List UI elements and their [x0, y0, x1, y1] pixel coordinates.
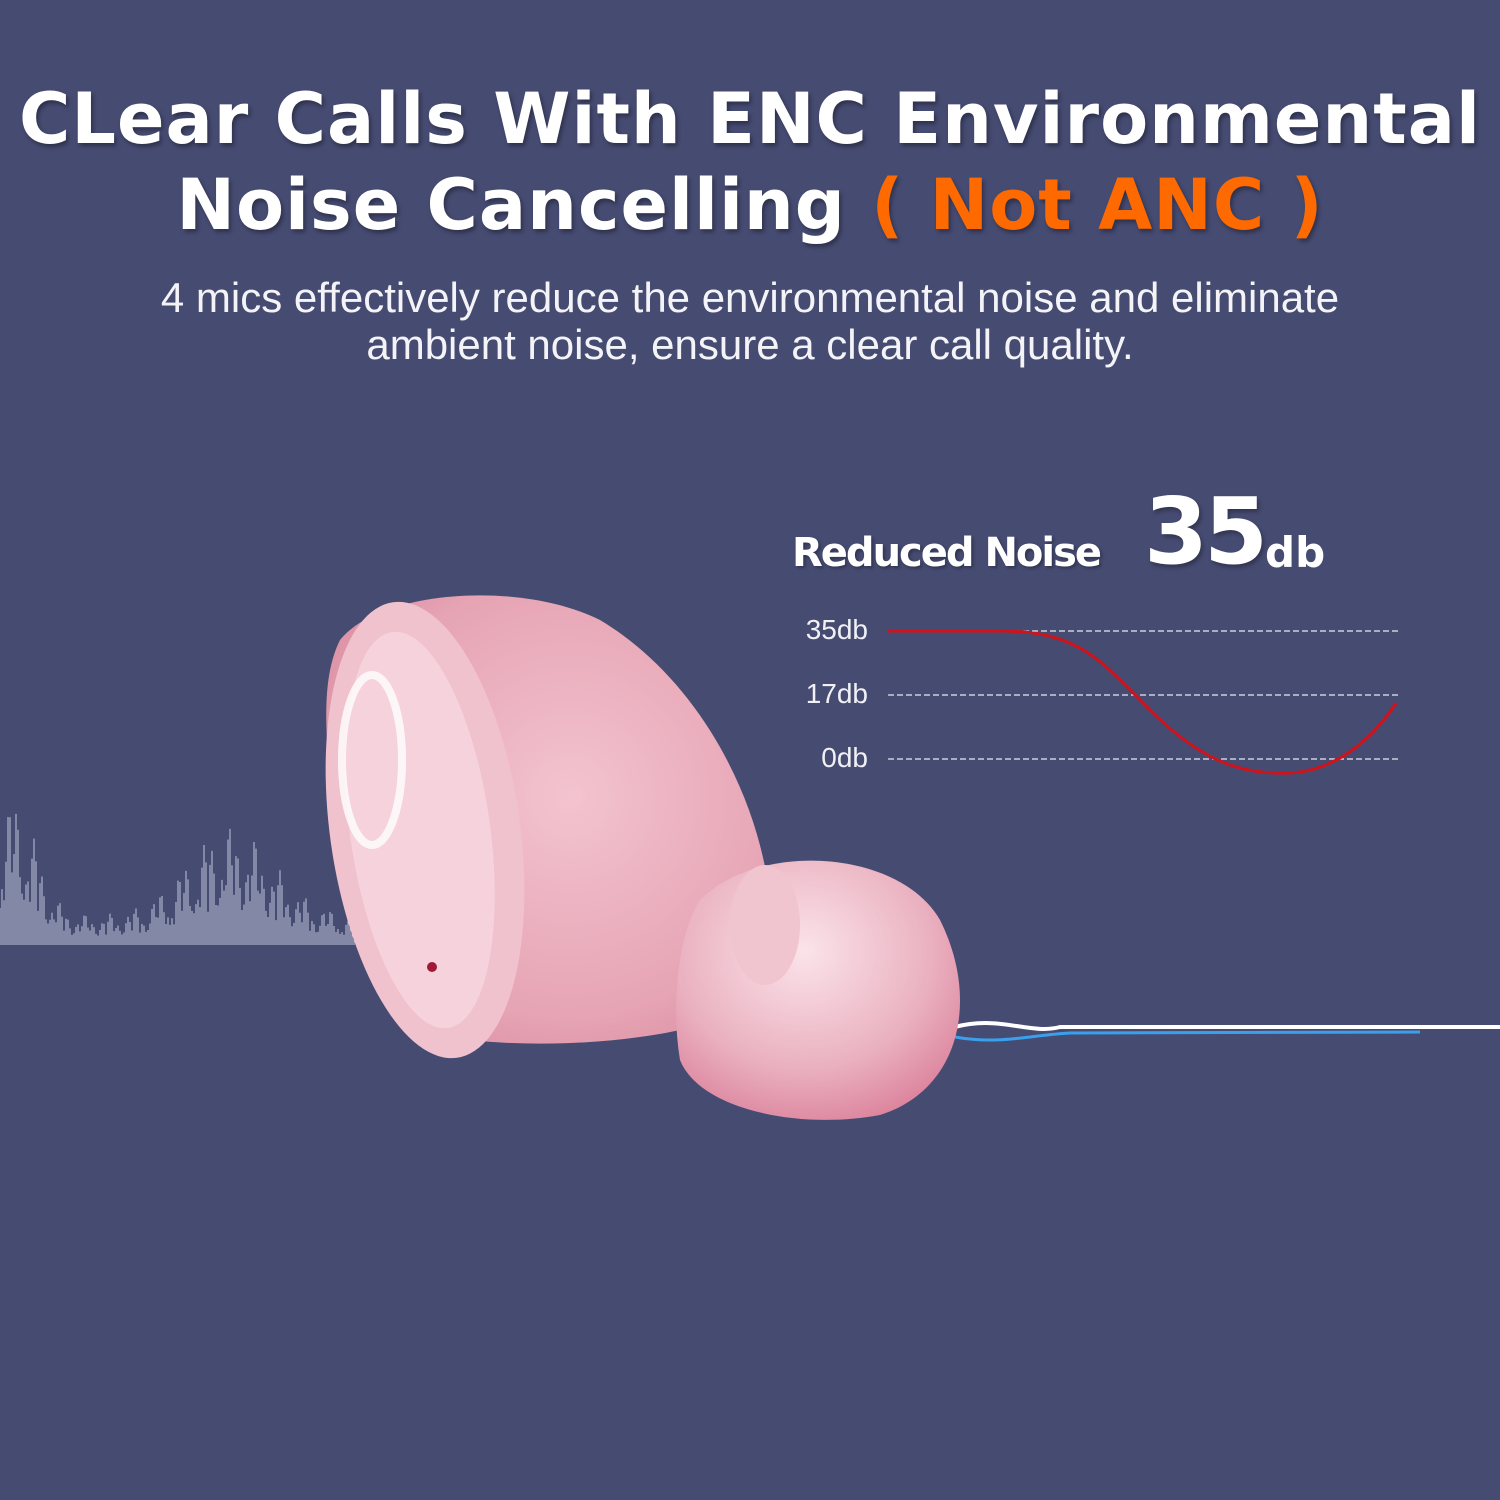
clean-wave-blue: [954, 1030, 1421, 1042]
stat-unit: db: [1265, 528, 1326, 577]
earbud-image: [325, 595, 960, 1120]
headline-main: Noise Cancelling: [176, 164, 846, 246]
graph-gridlines: [888, 630, 1400, 760]
tick-label: 17db: [805, 678, 868, 709]
clean-output-wave: [954, 1021, 1500, 1042]
subtitle: 4 mics effectively reduce the environmen…: [0, 274, 1500, 368]
noise-reduction-curve: [888, 629, 1398, 775]
subtitle-line-1: 4 mics effectively reduce the environmen…: [160, 274, 1340, 321]
stat-value: 35: [1144, 478, 1268, 585]
subtitle-line-2: ambient noise, ensure a clear call quali…: [366, 321, 1134, 368]
headline-line-2: Noise Cancelling ( Not ANC ): [0, 162, 1500, 248]
tick-label: 0db: [821, 742, 868, 773]
noise-wave-bars: [0, 813, 389, 945]
headline-accent: ( Not ANC ): [871, 164, 1324, 246]
clean-wave-line: [954, 1021, 1500, 1031]
stat-label: Reduced Noise: [792, 530, 1102, 576]
headline-line-1: CLear Calls With ENC Environmental: [19, 78, 1481, 160]
tick-label: 35db: [805, 614, 868, 645]
noise-input-wave: [0, 813, 389, 945]
